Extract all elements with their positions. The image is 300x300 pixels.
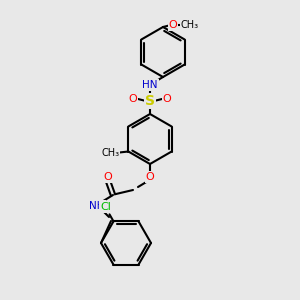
Text: CH₃: CH₃: [101, 148, 119, 158]
Text: O: O: [103, 172, 112, 182]
Text: NH: NH: [89, 201, 105, 211]
Text: HN: HN: [142, 80, 158, 90]
Text: O: O: [163, 94, 171, 104]
Text: Cl: Cl: [100, 202, 111, 212]
Text: CH₃: CH₃: [181, 20, 199, 30]
Text: O: O: [146, 172, 154, 182]
Text: O: O: [169, 20, 177, 30]
Text: S: S: [145, 94, 155, 108]
Text: O: O: [129, 94, 137, 104]
